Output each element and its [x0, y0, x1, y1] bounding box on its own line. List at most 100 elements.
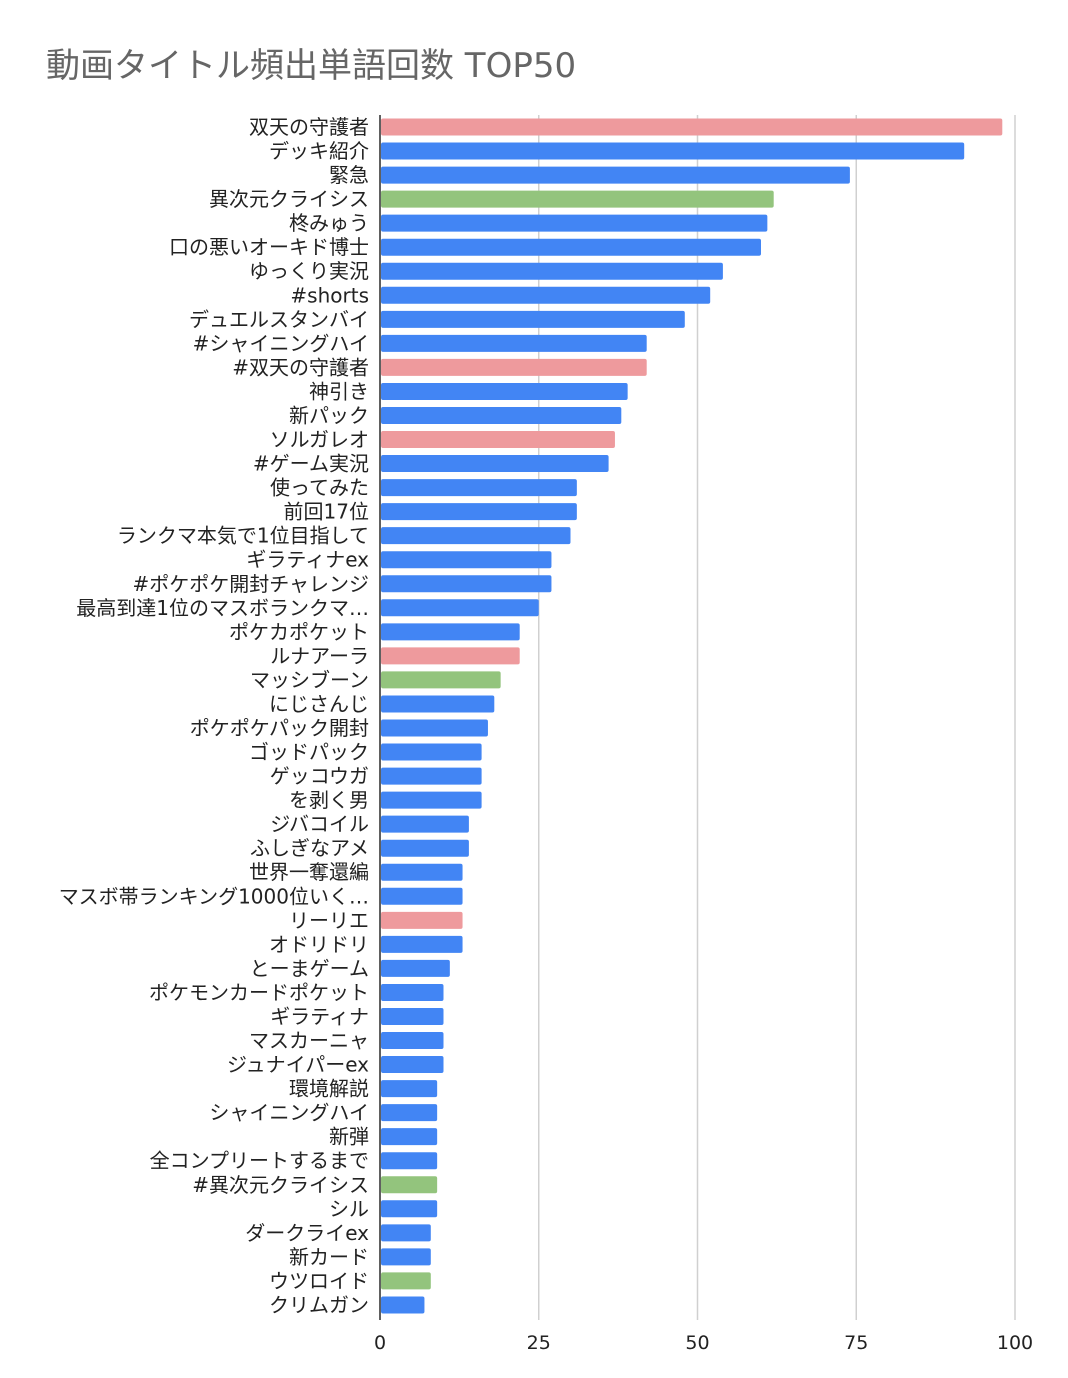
- category-label: クリムガン: [269, 1293, 369, 1317]
- category-label: #ポケポケ開封チャレンジ: [132, 572, 369, 596]
- bar: [381, 1056, 444, 1074]
- category-label: ギラティナ: [270, 1004, 369, 1028]
- category-label: とーまゲーム: [250, 956, 369, 980]
- category-label: 環境解説: [289, 1077, 369, 1101]
- bar: [381, 166, 850, 184]
- category-label: ランクマ本気で1位目指して: [117, 524, 369, 548]
- category-label: #シャイニングハイ: [193, 331, 369, 355]
- category-label: 新カード: [289, 1245, 369, 1269]
- bar: [381, 815, 469, 833]
- bar: [381, 286, 711, 304]
- category-label: ポケポケパック開封: [190, 716, 369, 740]
- bar: [381, 406, 622, 424]
- bar: [381, 647, 520, 665]
- category-label: マッシブーン: [250, 668, 369, 692]
- category-label: 世界一奪還編: [249, 860, 369, 884]
- category-label: 口の悪いオーキド博士: [169, 235, 369, 259]
- bar: [381, 911, 463, 929]
- category-label: を剥く男: [289, 788, 369, 812]
- category-label: 前回17位: [284, 500, 369, 524]
- category-label: #shorts: [290, 283, 369, 307]
- bar: [381, 1296, 425, 1314]
- category-label: デッキ紹介: [269, 139, 369, 163]
- category-label: #双天の守護者: [232, 355, 369, 379]
- category-label: 神引き: [309, 379, 369, 403]
- bar: [381, 1128, 438, 1146]
- bar: [381, 695, 495, 713]
- bar: [381, 142, 965, 160]
- bar: [381, 935, 463, 953]
- bar: [381, 262, 723, 280]
- x-tick-label: 25: [527, 1332, 551, 1354]
- bar: [381, 310, 685, 328]
- category-label: ジバコイル: [270, 812, 369, 836]
- category-label: #異次元クライシス: [192, 1173, 369, 1197]
- bar: [381, 527, 571, 545]
- category-label: ゆっくり実況: [249, 259, 369, 283]
- category-label: 緊急: [329, 163, 369, 187]
- category-label: 柊みゅう: [289, 211, 369, 235]
- category-label: 新パック: [289, 403, 369, 427]
- x-tick-label: 0: [374, 1332, 386, 1354]
- chart-title: 動画タイトル頻出単語回数 TOP50: [46, 46, 577, 86]
- bar: [381, 1200, 438, 1218]
- bar: [381, 767, 482, 785]
- category-label: 使ってみた: [270, 476, 369, 500]
- bar: [381, 719, 488, 737]
- bar: [381, 1104, 438, 1122]
- bar: [381, 623, 520, 641]
- category-label: ポケモンカードポケット: [149, 980, 369, 1004]
- bar: [381, 1176, 438, 1194]
- category-label: ウツロイド: [269, 1269, 369, 1293]
- category-label: デュエルスタンバイ: [189, 307, 369, 331]
- category-label: ジュナイパーex: [227, 1053, 369, 1077]
- bar: [381, 1248, 431, 1266]
- bar: [381, 1272, 431, 1290]
- bar: [381, 791, 482, 809]
- bar: [381, 1152, 438, 1170]
- category-label: 双天の守護者: [249, 115, 369, 139]
- bar: [381, 118, 1003, 136]
- bar: [381, 599, 539, 617]
- bar: [381, 455, 609, 473]
- category-label: ポケカポケット: [229, 620, 369, 644]
- category-labels: 双天の守護者デッキ紹介緊急異次元クライシス柊みゅう口の悪いオーキド博士ゆっくり実…: [59, 115, 369, 1317]
- category-label: ふしぎなアメ: [250, 836, 369, 860]
- bar: [381, 887, 463, 905]
- x-tick-labels: 0 25 50 75 100: [374, 1332, 1033, 1354]
- bar: [381, 238, 761, 256]
- bar: [381, 839, 469, 857]
- bar: [381, 214, 768, 232]
- category-label: ルナアーラ: [270, 644, 369, 668]
- category-label: 異次元クライシス: [209, 187, 369, 211]
- bar: [381, 431, 615, 449]
- bar: [381, 382, 628, 400]
- category-label: 全コンプリートするまで: [150, 1149, 369, 1173]
- bar: [381, 743, 482, 761]
- category-label: 新弾: [329, 1125, 369, 1149]
- category-label: にじさんじ: [269, 692, 369, 716]
- bar: [381, 551, 552, 569]
- category-label: ソルガレオ: [270, 428, 369, 452]
- bar: [381, 334, 647, 352]
- bar: [381, 671, 501, 689]
- bar: [381, 503, 577, 521]
- bar: [381, 479, 577, 497]
- bar: [381, 1007, 444, 1025]
- category-label: マスボ帯ランキング1000位いく…: [59, 884, 369, 908]
- bars: [381, 118, 1003, 1314]
- category-label: ダークライex: [245, 1221, 369, 1245]
- bar: [381, 1032, 444, 1050]
- bar: [381, 1080, 438, 1098]
- x-tick-label: 75: [844, 1332, 868, 1354]
- category-label: ゴッドパック: [249, 740, 369, 764]
- bar: [381, 1224, 431, 1242]
- category-label: シル: [329, 1197, 369, 1221]
- bar: [381, 190, 774, 208]
- category-label: マスカーニャ: [249, 1029, 369, 1053]
- bar: [381, 358, 647, 376]
- category-label: 最高到達1位のマスボランクマ…: [76, 596, 369, 620]
- category-label: シャイニングハイ: [209, 1101, 369, 1125]
- bar: [381, 983, 444, 1001]
